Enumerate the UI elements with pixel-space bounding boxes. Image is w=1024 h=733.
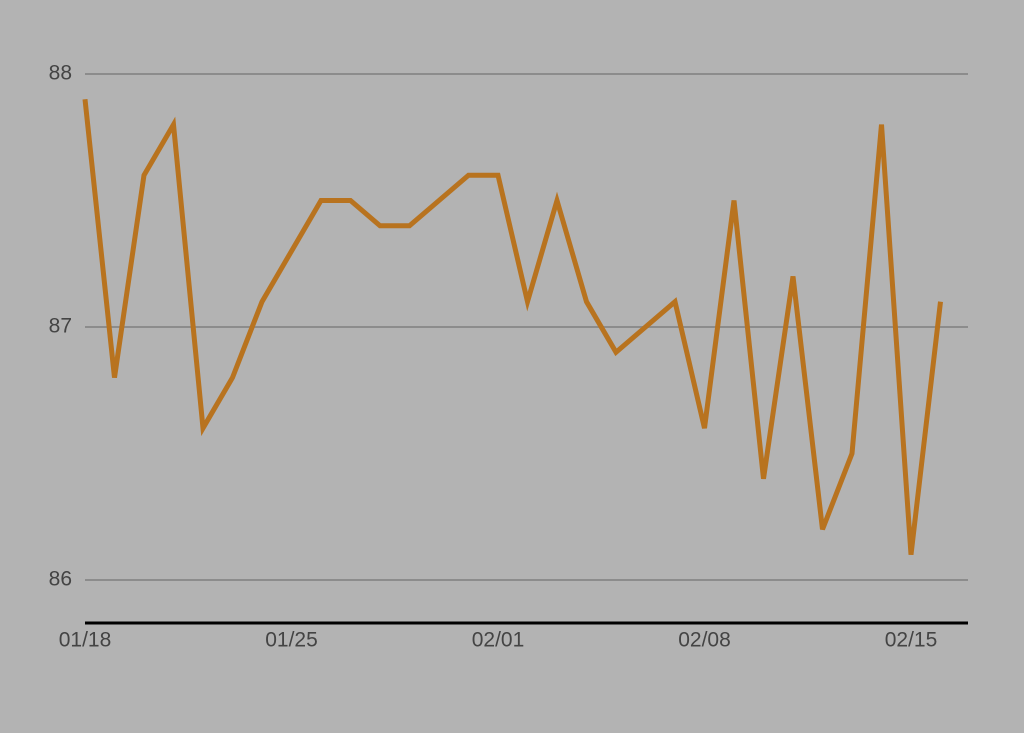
x-tick-label: 02/01: [472, 629, 525, 652]
y-tick-label: 87: [49, 315, 72, 338]
x-tick-label: 02/15: [885, 629, 938, 652]
y-tick-label: 86: [49, 568, 72, 591]
x-tick-label: 02/08: [678, 629, 731, 652]
x-tick-label: 01/18: [59, 629, 112, 652]
x-tick-label: 01/25: [265, 629, 318, 652]
y-tick-label: 88: [49, 62, 72, 85]
data-line: [82, 99, 943, 555]
